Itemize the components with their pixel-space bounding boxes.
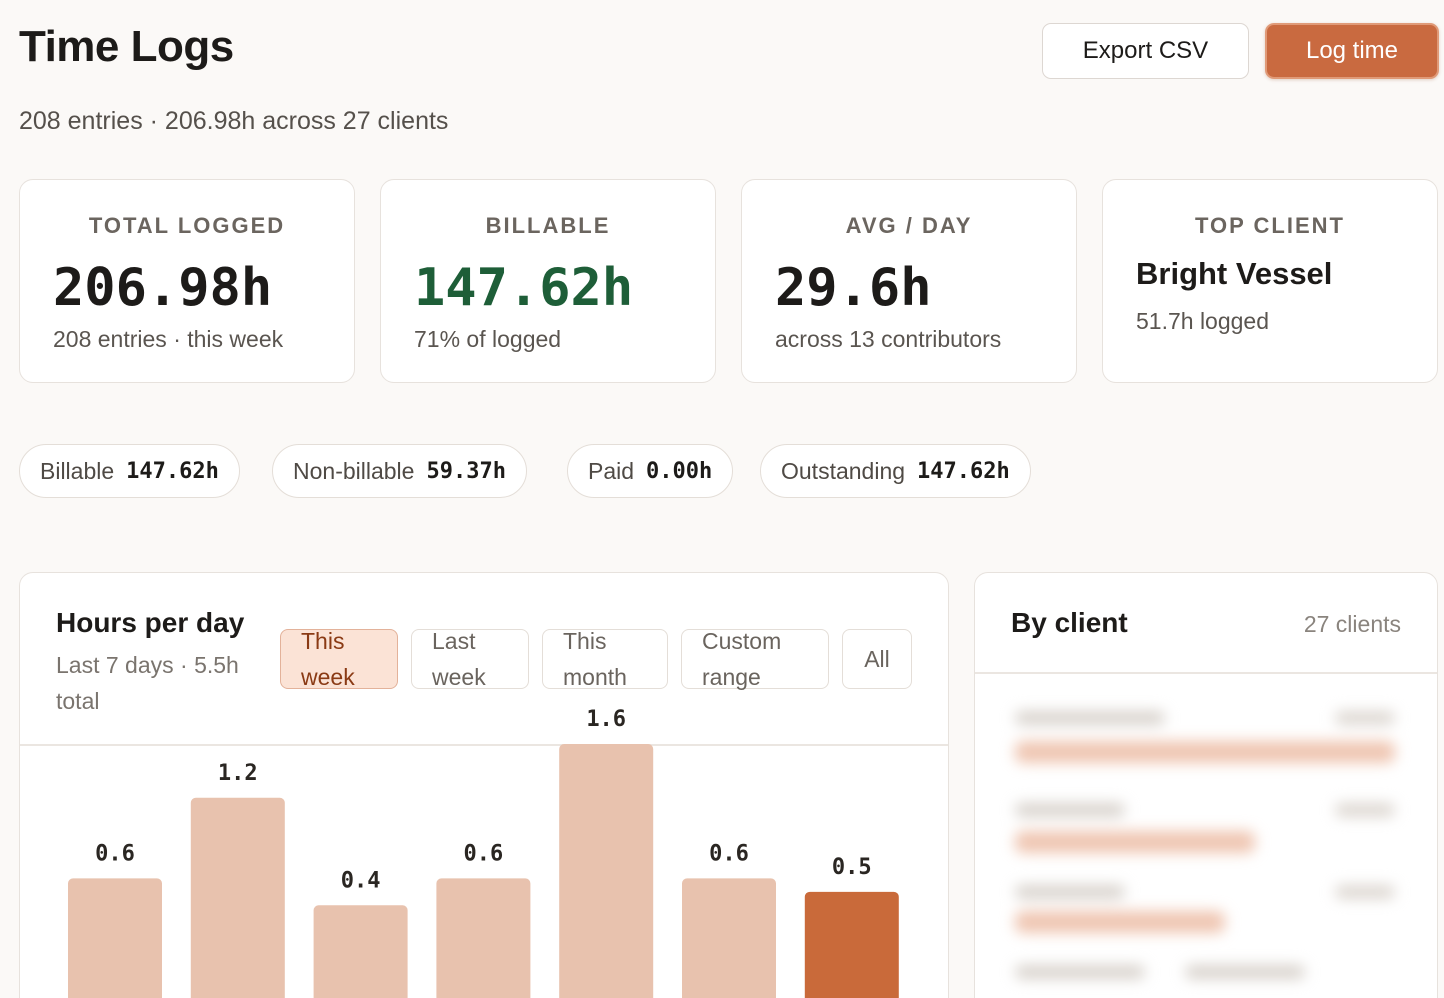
page-subtitle: 208 entries · 206.98h across 27 clients: [19, 107, 449, 135]
bar-value-label: 1.2: [218, 761, 258, 786]
bar-value-label: 0.5: [832, 855, 872, 880]
hours-panel-subtitle: Last 7 days · 5.5h total: [56, 652, 239, 714]
filter-last-week[interactable]: Last week: [411, 628, 529, 690]
stat-note: 71% of logged: [414, 326, 562, 352]
bar-value-label: 0.6: [709, 841, 749, 866]
bar-day-3[interactable]: [313, 905, 408, 998]
export-csv-button[interactable]: Export CSV: [1042, 23, 1249, 79]
pill-label: Outstanding: [781, 457, 906, 484]
pill-non-billable: Non-billable 59.37h: [272, 444, 527, 498]
bar-day-4[interactable]: [436, 878, 531, 998]
pill-label: Paid: [588, 457, 635, 484]
bar-value-label: 0.6: [95, 841, 135, 866]
stat-value: 147.62h: [414, 258, 634, 318]
pill-value: 147.62h: [126, 458, 219, 484]
stat-card-top-client: TOP CLIENT Bright Vessel 51.7h logged: [1102, 179, 1438, 383]
stat-card-total-logged: TOTAL LOGGED 206.98h 208 entries · this …: [19, 179, 355, 383]
filter-this-month[interactable]: This month: [542, 628, 668, 690]
stat-label: BILLABLE: [485, 213, 611, 238]
pill-value: 59.37h: [426, 458, 506, 484]
bar-day-5[interactable]: [559, 744, 654, 998]
filter-custom-range[interactable]: Custom range: [681, 628, 829, 690]
bar-day-7[interactable]: [804, 891, 899, 998]
bar-day-2[interactable]: [190, 797, 285, 998]
stat-label: TOTAL LOGGED: [88, 213, 286, 238]
pill-billable: Billable 147.62h: [19, 444, 240, 498]
bar-value-label: 1.6: [586, 707, 626, 732]
pill-value: 147.62h: [917, 458, 1010, 484]
stat-label: TOP CLIENT: [1195, 213, 1345, 238]
client-count: 27 clients: [1303, 611, 1401, 637]
hours-per-day-panel: Hours per day Last 7 days · 5.5h total T…: [19, 572, 949, 998]
pill-label: Billable: [40, 457, 115, 484]
by-client-title: By client: [1011, 607, 1128, 638]
pill-outstanding: Outstanding 147.62h: [760, 444, 1031, 498]
hours-panel-title: Hours per day: [56, 607, 245, 638]
stat-note: across 13 contributors: [775, 326, 1002, 352]
blurred-client-list: [1005, 693, 1415, 998]
bar-day-6[interactable]: [682, 878, 776, 998]
pill-paid: Paid 0.00h: [567, 444, 734, 498]
stat-value: Bright Vessel: [1136, 256, 1333, 291]
stat-note: 51.7h logged: [1136, 308, 1270, 334]
log-time-button[interactable]: Log time: [1265, 23, 1439, 79]
pill-value: 0.00h: [646, 458, 713, 484]
bar-value-label: 0.6: [464, 841, 504, 866]
stat-value: 206.98h: [53, 258, 273, 318]
panel-divider: [975, 672, 1437, 674]
page-title: Time Logs: [19, 22, 234, 71]
pill-label: Non-billable: [293, 457, 415, 484]
bar-value-label: 0.4: [341, 868, 381, 893]
stat-card-billable: BILLABLE 147.62h 71% of logged: [380, 179, 716, 383]
stat-note: 208 entries · this week: [53, 326, 284, 352]
bar-day-1[interactable]: [68, 878, 162, 998]
by-client-panel: By client 27 clients: [974, 572, 1438, 998]
hours-bar-chart: 0.6 1.2 0.4 0.6 1.6 0.6 0.5: [68, 707, 899, 998]
filter-this-week[interactable]: This week: [280, 628, 398, 690]
panel-divider: [20, 744, 948, 746]
stat-value: 29.6h: [775, 258, 932, 318]
filter-all[interactable]: All: [842, 629, 912, 689]
stat-card-avg-day: AVG / DAY 29.6h across 13 contributors: [741, 179, 1077, 383]
stat-label: AVG / DAY: [845, 213, 973, 238]
